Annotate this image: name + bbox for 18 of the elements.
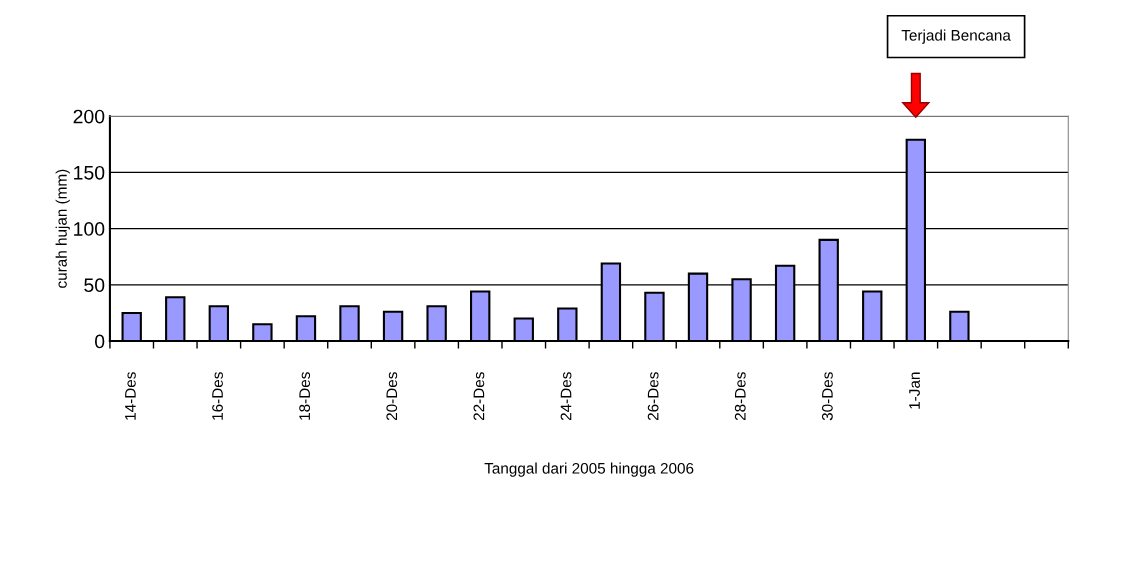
x-tick-label: 28-Des: [734, 372, 746, 421]
y-tick-label: 0: [95, 334, 105, 349]
y-tick-label: 200: [73, 109, 105, 124]
y-tick-label: 150: [74, 165, 105, 180]
y-axis-title: curah hujan (mm): [55, 169, 70, 288]
y-tick-label: 50: [84, 278, 105, 293]
x-tick-label: 26-Des: [647, 372, 659, 421]
x-tick-label: 30-Des: [821, 372, 833, 421]
x-tick-label: 20-Des: [386, 372, 398, 421]
y-tick-label: 100: [74, 222, 105, 236]
x-tick-label: 22-Des: [473, 372, 485, 421]
x-tick-label: 14-Des: [125, 372, 136, 420]
x-tick-label: 16-Des: [212, 372, 223, 420]
x-tick-label: 1-Jan: [909, 372, 920, 409]
text: Terjadi Bencana: [901, 29, 1011, 44]
x-axis-title: Tanggal dari 2005 hingga 2006: [484, 462, 694, 477]
x-tick-label: 24-Des: [560, 372, 572, 421]
x-tick-label: 18-Des: [299, 372, 311, 420]
